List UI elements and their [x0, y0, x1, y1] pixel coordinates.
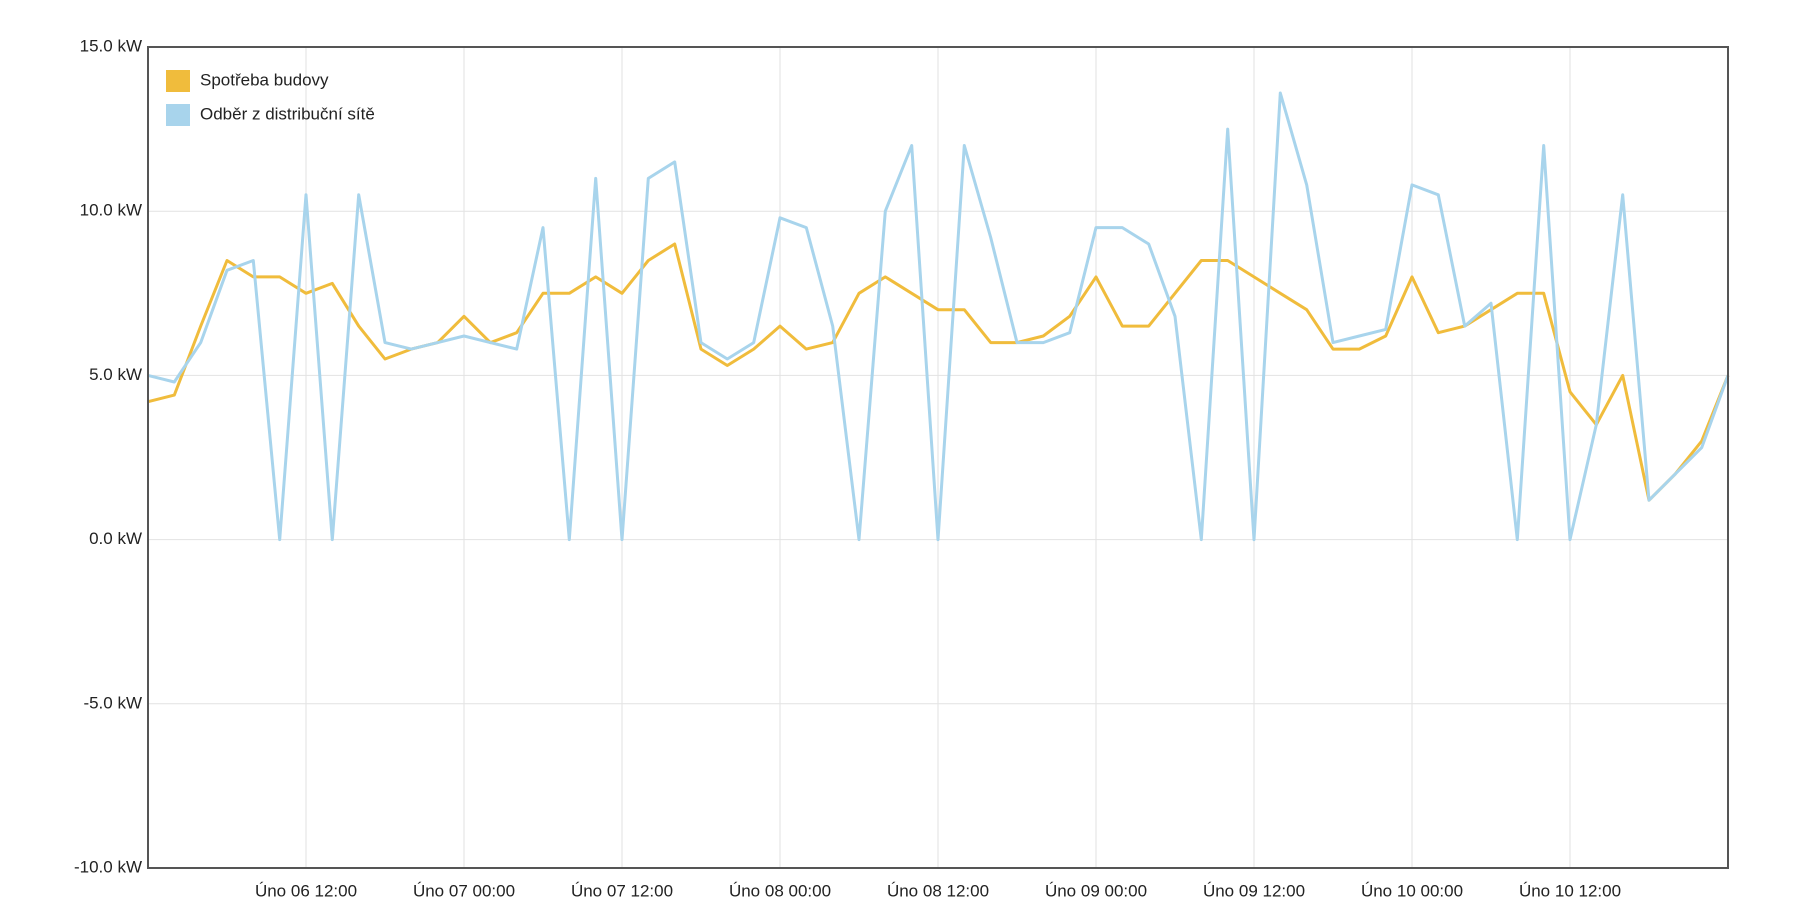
x-tick-label: Úno 10 00:00	[1361, 881, 1463, 900]
legend-swatch	[166, 70, 190, 92]
y-tick-label: -10.0 kW	[74, 857, 142, 876]
x-tick-label: Úno 08 12:00	[887, 881, 989, 900]
plot-frame	[147, 46, 1729, 869]
y-tick-label: 0.0 kW	[89, 529, 142, 548]
x-tick-label: Úno 08 00:00	[729, 881, 831, 900]
y-tick-label: 5.0 kW	[89, 365, 142, 384]
x-tick-label: Úno 07 12:00	[571, 881, 673, 900]
series-line	[147, 91, 1730, 542]
legend-label: Odběr z distribuční sítě	[200, 104, 375, 123]
legend-label: Spotřeba budovy	[200, 70, 329, 89]
x-tick-label: Úno 09 00:00	[1045, 881, 1147, 900]
x-tick-label: Úno 06 12:00	[255, 881, 357, 900]
y-tick-label: 10.0 kW	[80, 201, 142, 220]
x-tick-label: Úno 10 12:00	[1519, 881, 1621, 900]
legend-swatch	[166, 104, 190, 126]
x-tick-label: Úno 07 00:00	[413, 881, 515, 900]
y-tick-label: 15.0 kW	[80, 36, 142, 55]
y-tick-label: -5.0 kW	[83, 693, 142, 712]
x-tick-label: Úno 09 12:00	[1203, 881, 1305, 900]
